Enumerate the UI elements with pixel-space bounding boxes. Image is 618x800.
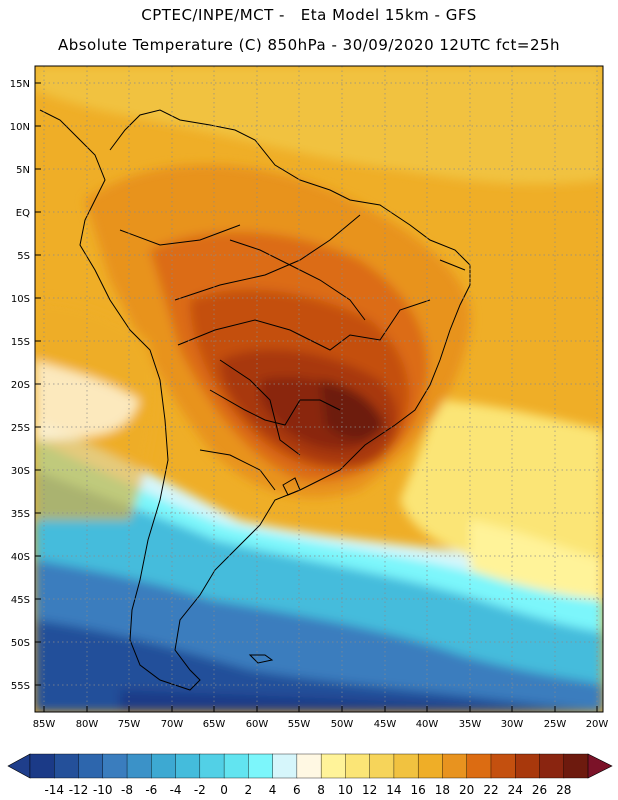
lat-label: 55S (11, 681, 30, 692)
colorbar-cell (320, 753, 346, 779)
lon-label: 40W (416, 719, 439, 730)
colorbar-label: 4 (269, 783, 277, 797)
colorbar-cell (296, 753, 322, 779)
colorbar-label: 0 (220, 783, 228, 797)
colorbar-label: -4 (170, 783, 182, 797)
colorbar-cell (54, 753, 80, 779)
colorbar-label: 6 (293, 783, 301, 797)
plot-frame (34, 65, 604, 713)
colorbar-cell (417, 753, 443, 779)
colorbar-label: 18 (435, 783, 450, 797)
lat-label: 5S (17, 251, 30, 262)
temperature-field (35, 66, 603, 712)
lat-axis-labels: 15N 10N 5N EQ 5S 10S 15S 20S 25S 30S 35S… (10, 79, 30, 692)
colorbar-low-arrow (7, 753, 31, 779)
lat-label: EQ (16, 208, 30, 219)
lon-label: 25W (544, 719, 567, 730)
colorbar-label: 24 (508, 783, 523, 797)
colorbar-label: -6 (145, 783, 157, 797)
colorbar-label: 10 (338, 783, 353, 797)
lon-label: 20W (586, 719, 609, 730)
colorbar-cell (78, 753, 104, 779)
colorbar-label: 28 (556, 783, 571, 797)
lon-label: 45W (374, 719, 397, 730)
axis-ticks (35, 82, 598, 712)
colorbar-cell (345, 753, 371, 779)
colorbar-label: -8 (121, 783, 133, 797)
lon-label: 50W (331, 719, 354, 730)
colorbar-cell (199, 753, 225, 779)
colorbar-cell (466, 753, 492, 779)
lat-label: 50S (11, 638, 30, 649)
map-title-source: CPTEC/INPE/MCT - Eta Model 15km - GFS (141, 6, 477, 24)
lon-label: 55W (288, 719, 311, 730)
colorbar-cell (29, 753, 55, 779)
colorbar-cell (223, 753, 249, 779)
colorbar-cell (126, 753, 152, 779)
colorbar-cell (248, 753, 274, 779)
colorbar-cell (151, 753, 177, 779)
colorbar-cell (442, 753, 468, 779)
lon-label: 30W (501, 719, 524, 730)
lon-label: 35W (459, 719, 482, 730)
colorbar-label: 2 (245, 783, 253, 797)
lon-label: 80W (76, 719, 99, 730)
colorbar-high-arrow (587, 753, 613, 779)
colorbar-label: -12 (69, 783, 89, 797)
lon-label: 60W (246, 719, 269, 730)
colorbar-label: 26 (532, 783, 547, 797)
colorbar-cell (102, 753, 128, 779)
lat-label: 25S (11, 423, 30, 434)
colorbar: -14 -12 -10 -8 -6 -4 -2 0 2 4 6 8 10 12 14 16 18 20 22 24 26… (7, 753, 613, 797)
lat-label: 10N (10, 122, 30, 133)
lat-label: 15S (11, 337, 30, 348)
colorbar-label: -14 (44, 783, 64, 797)
lon-label: 85W (33, 719, 56, 730)
colorbar-label: 16 (411, 783, 426, 797)
lon-label: 70W (161, 719, 184, 730)
colorbar-cell (539, 753, 565, 779)
colorbar-label: 8 (317, 783, 325, 797)
colorbar-label: 12 (362, 783, 377, 797)
colorbar-cell (393, 753, 419, 779)
colorbar-cell (175, 753, 201, 779)
lat-label: 5N (16, 165, 30, 176)
lat-label: 20S (11, 380, 30, 391)
lon-axis-labels: 85W 80W 75W 70W 65W 60W 55W 50W 45W 40W … (33, 719, 609, 730)
coastline-outline (39, 109, 471, 691)
colorbar-label: 20 (459, 783, 474, 797)
lat-label: 10S (11, 294, 30, 305)
colorbar-cell (369, 753, 395, 779)
lat-lon-grid (35, 66, 603, 712)
colorbar-cell (272, 753, 298, 779)
lon-label: 75W (118, 719, 141, 730)
lat-label: 45S (11, 595, 30, 606)
colorbar-label: -10 (93, 783, 113, 797)
colorbar-cell (490, 753, 516, 779)
lat-label: 40S (11, 552, 30, 563)
lon-label: 65W (203, 719, 226, 730)
map-title-variable: Absolute Temperature (C) 850hPa - 30/09/… (57, 36, 561, 54)
colorbar-label: 14 (386, 783, 401, 797)
lat-label: 30S (11, 466, 30, 477)
colorbar-label: 22 (483, 783, 498, 797)
colorbar-cell (563, 753, 589, 779)
lat-label: 15N (10, 79, 30, 90)
lat-label: 35S (11, 509, 30, 520)
colorbar-label: -2 (194, 783, 206, 797)
colorbar-cell (515, 753, 540, 779)
